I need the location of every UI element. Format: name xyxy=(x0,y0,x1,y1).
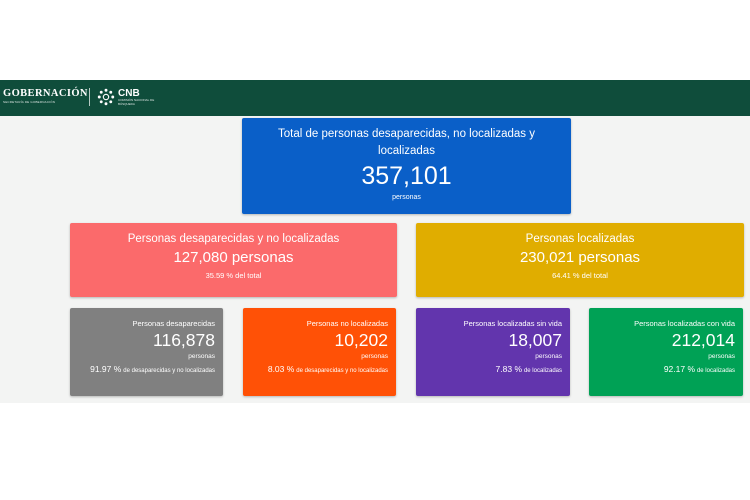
unlocated-pct: 8.03 % xyxy=(267,364,295,374)
disappeared-card: Personas desaparecidas 116,878 personas … xyxy=(70,308,223,396)
total-card: Total de personas desaparecidas, no loca… xyxy=(242,118,571,214)
disappeared-pct-desc: de desaparecidas y no localizadas xyxy=(123,368,215,374)
dashboard-content: Total de personas desaparecidas, no loca… xyxy=(0,116,750,403)
located-alive-title: Personas localizadas con vida xyxy=(634,319,735,328)
located-dead-title: Personas localizadas sin vida xyxy=(463,319,562,328)
missing-unlocated-card: Personas desaparecidas y no localizadas … xyxy=(70,223,397,297)
located-alive-card: Personas localizadas con vida 212,014 pe… xyxy=(589,308,743,396)
located-pct: 64.41 % del total xyxy=(552,271,608,280)
located-alive-unit: personas xyxy=(708,353,735,360)
total-value: 357,101 xyxy=(361,162,452,190)
located-value: 230,021 personas xyxy=(519,249,641,266)
located-title: Personas localizadas xyxy=(525,233,635,245)
disappeared-title: Personas desaparecidas xyxy=(132,319,215,328)
located-alive-value: 212,014 xyxy=(671,330,735,350)
located-dead-card: Personas localizadas sin vida 18,007 per… xyxy=(416,308,570,396)
located-card: Personas localizadas 230,021 personas 64… xyxy=(416,223,744,297)
unlocated-unit: personas xyxy=(361,353,388,360)
unlocated-title: Personas no localizadas xyxy=(306,319,388,328)
located-alive-pct-desc: de localizadas xyxy=(696,368,735,374)
located-dead-unit: personas xyxy=(535,353,562,360)
gobernacion-title: GOBERNACIÓN xyxy=(3,88,88,99)
missing-unlocated-value: 127,080 personas xyxy=(173,249,294,266)
disappeared-unit: personas xyxy=(188,353,215,360)
header-bar: GOBERNACIÓN SECRETARÍA DE GOBERNACIÓN CN… xyxy=(0,80,750,116)
unlocated-pct-line: 8.03 % de desaparecidas y no localizadas xyxy=(243,364,388,377)
disappeared-pct-line: 91.97 % de desaparecidas y no localizada… xyxy=(70,364,215,377)
located-dead-value: 18,007 xyxy=(508,330,562,350)
unlocated-pct-desc: de desaparecidas y no localizadas xyxy=(296,368,388,374)
gobernacion-logo[interactable]: GOBERNACIÓN SECRETARÍA DE GOBERNACIÓN xyxy=(3,88,88,104)
cnb-title: CNB xyxy=(118,88,140,99)
missing-unlocated-pct: 35.59 % del total xyxy=(205,271,262,280)
gobernacion-subtitle: SECRETARÍA DE GOBERNACIÓN xyxy=(3,100,56,104)
cnb-subtitle: COMISIÓN NACIONAL DE BÚSQUEDA xyxy=(118,98,155,106)
total-unit: personas xyxy=(392,194,421,201)
header-divider xyxy=(89,88,90,106)
located-dead-pct: 7.83 % xyxy=(495,364,523,374)
located-dead-pct-line: 7.83 % de localizadas xyxy=(416,364,562,377)
located-dead-pct-desc: de localizadas xyxy=(523,368,562,374)
cnb-logo[interactable]: CNB COMISIÓN NACIONAL DE BÚSQUEDA xyxy=(118,88,168,106)
unlocated-card: Personas no localizadas 10,202 personas … xyxy=(243,308,396,396)
disappeared-pct: 91.97 % xyxy=(90,364,122,374)
unlocated-value: 10,202 xyxy=(334,330,388,350)
located-alive-pct: 92.17 % xyxy=(663,364,696,374)
cnb-emblem-icon xyxy=(97,88,115,106)
total-title: Total de personas desaparecidas, no loca… xyxy=(278,128,535,157)
missing-unlocated-title: Personas desaparecidas y no localizadas xyxy=(127,233,340,245)
disappeared-value: 116,878 xyxy=(153,330,215,350)
located-alive-pct-line: 92.17 % de localizadas xyxy=(589,364,735,377)
